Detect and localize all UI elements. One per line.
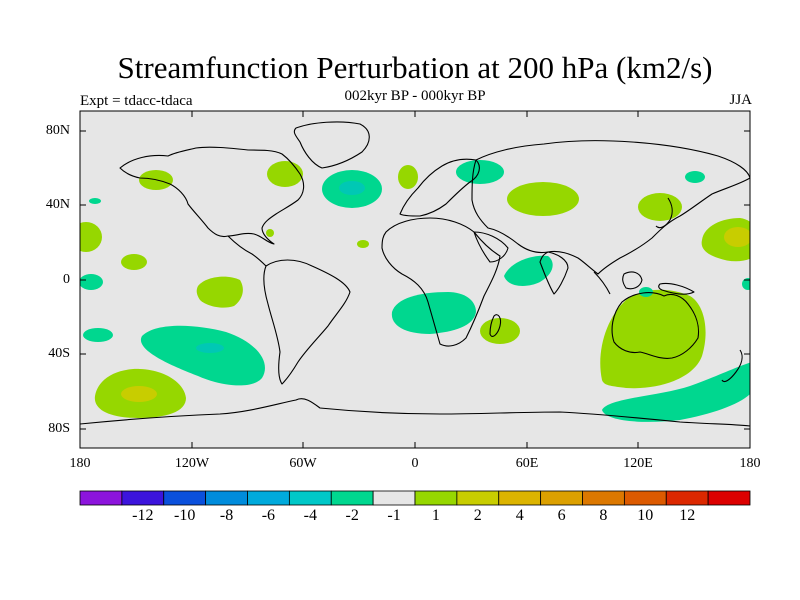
anomaly-tropical-pacific-high	[196, 276, 243, 308]
colorbar-label: 10	[637, 507, 654, 524]
coast-antarctica	[80, 398, 750, 427]
colorbar-label: 6	[557, 507, 566, 524]
y-tick-label: 0	[63, 272, 70, 287]
coast-new-zealand	[721, 349, 743, 383]
anomaly-central-asia-high	[507, 182, 579, 216]
colorbar-label: 1	[431, 507, 440, 524]
colorbar-label: -8	[219, 507, 234, 524]
y-tick-label: 40S	[48, 346, 70, 361]
chart-subtitle: 002kyr BP - 000kyr BP	[344, 88, 486, 104]
anomaly-e-pacific-high-core	[724, 227, 750, 247]
y-tick-label: 80S	[48, 421, 70, 436]
anomaly-small-low-1	[89, 198, 101, 204]
colorbar-label: -12	[132, 507, 154, 524]
coast-asia	[471, 140, 750, 275]
x-tick-label: 60E	[515, 456, 539, 471]
map-background	[80, 111, 750, 448]
x-tick-label: 180	[69, 456, 91, 471]
experiment-label: Expt = tdacc-tdaca	[80, 93, 193, 109]
anomaly-australia-high	[600, 289, 706, 389]
coast-new-guinea	[658, 282, 695, 295]
coast-australia	[611, 292, 700, 359]
colorbar-label: -1	[387, 507, 401, 524]
anomaly-small-low-2	[639, 287, 653, 297]
coastlines	[80, 121, 750, 427]
colorbar-label: -6	[261, 507, 276, 524]
coast-japan	[655, 197, 673, 229]
colorbar-label: -2	[345, 507, 359, 524]
coast-europe	[399, 158, 480, 217]
anomaly-s-pacific-low-small	[83, 328, 113, 342]
anomaly-canada-high	[267, 161, 303, 187]
anomaly-s-pacific-high-core	[121, 386, 157, 402]
anomaly-w-pacific-high	[80, 222, 102, 252]
anomaly-subtrop-pacific-high	[121, 254, 147, 270]
coast-madagascar	[489, 314, 502, 337]
x-tick-label: 180	[739, 456, 761, 471]
y-tick-label: 80N	[45, 123, 70, 138]
coast-borneo	[622, 271, 643, 290]
coast-arabia	[473, 231, 509, 263]
colorbar-label: 8	[599, 507, 608, 524]
season-label: JJA	[729, 92, 752, 108]
colorbar-label: 2	[473, 507, 482, 524]
coast-greenland	[293, 121, 370, 169]
coast-africa	[381, 217, 501, 347]
y-tick-label: 40N	[45, 197, 70, 212]
axis-ticks	[79, 111, 751, 448]
colorbar-label: 12	[679, 507, 696, 524]
coast-india	[539, 251, 569, 295]
anomaly-southern-ocean-low	[602, 362, 750, 422]
anomaly-alaska-low	[685, 171, 705, 183]
anomaly-equatorial-pacific-low-2	[742, 278, 750, 290]
colorbar-label: 4	[515, 507, 524, 524]
anomaly-s-atlantic-low	[391, 292, 476, 334]
coast-central-america	[227, 235, 267, 267]
anomaly-w-europe-high	[398, 165, 418, 189]
anomaly-s-pacific-low	[140, 325, 265, 386]
x-tick-label: 60W	[289, 456, 317, 471]
chart-title: Streamfunction Perturbation at 200 hPa (…	[117, 50, 713, 85]
anomaly-n-europe-low	[456, 160, 504, 184]
x-tick-label: 0	[411, 456, 419, 471]
coast-sumatra	[593, 271, 611, 295]
anomaly-japan-high	[638, 193, 682, 221]
x-tick-label: 120W	[174, 456, 210, 471]
coast-north-america	[119, 146, 305, 245]
anomaly-small-high-1	[357, 240, 369, 248]
anomaly-madagascar-high	[480, 318, 520, 344]
anomaly-small-high-2	[266, 229, 274, 237]
anomaly-equatorial-pacific-low	[80, 274, 103, 290]
anomaly-n-atlantic-low-core	[339, 181, 365, 195]
coast-south-america	[263, 259, 351, 385]
colorbar-label: -4	[303, 507, 317, 524]
colorbar-label: -10	[174, 507, 196, 524]
x-tick-label: 120E	[623, 456, 653, 471]
anomaly-s-pacific-low-core	[196, 343, 224, 353]
